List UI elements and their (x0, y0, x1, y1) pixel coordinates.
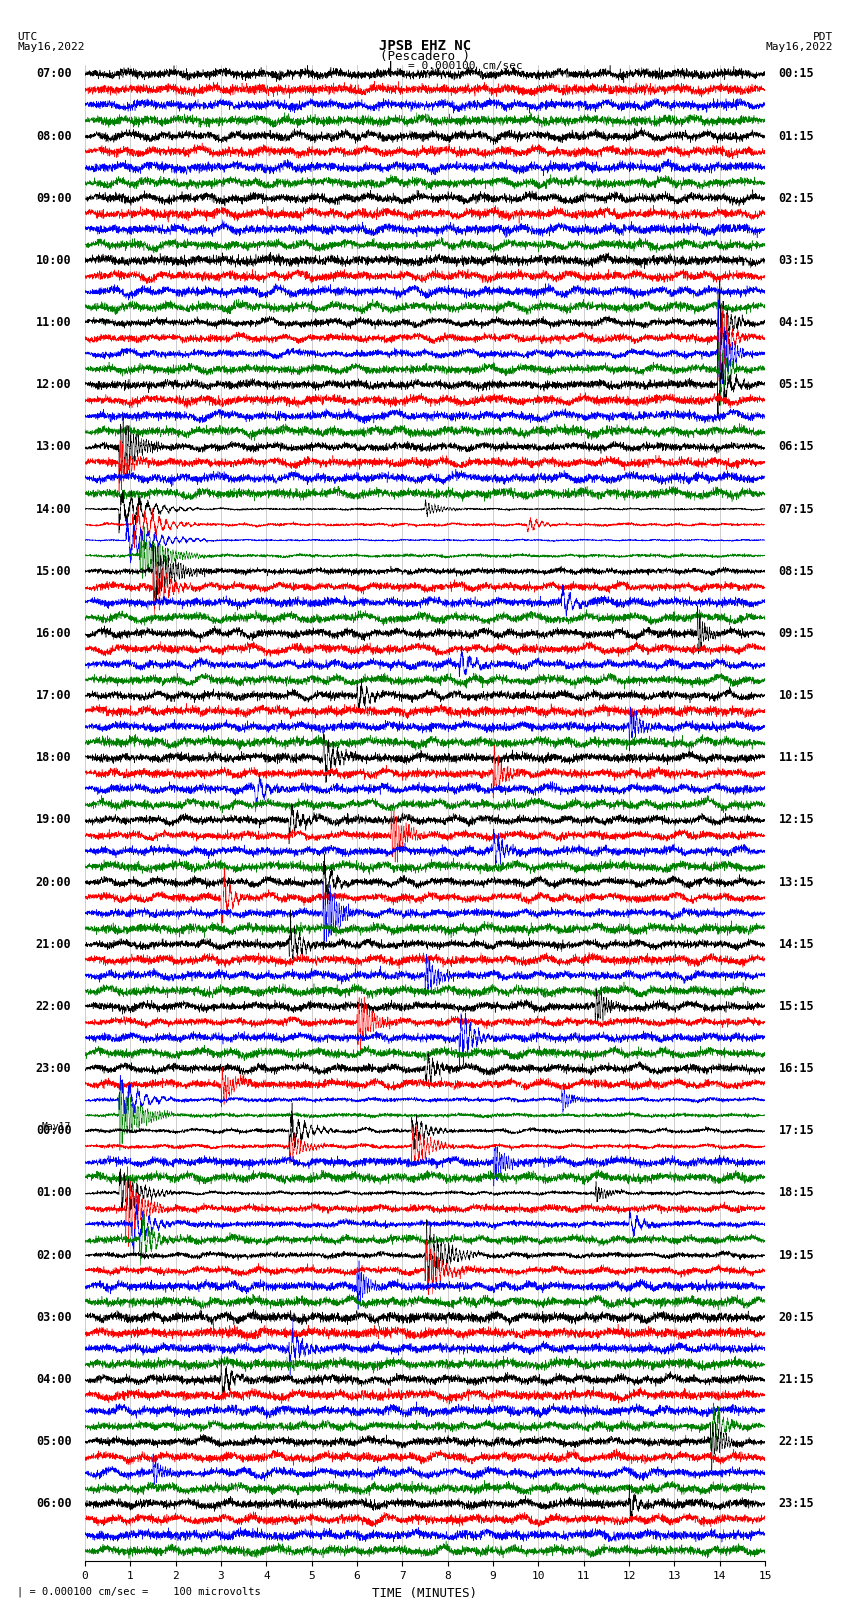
Text: 16:00: 16:00 (36, 627, 71, 640)
Text: 03:00: 03:00 (36, 1311, 71, 1324)
Text: 19:15: 19:15 (779, 1248, 814, 1261)
Text: 05:15: 05:15 (779, 377, 814, 392)
Text: 07:15: 07:15 (779, 503, 814, 516)
Text: 20:15: 20:15 (779, 1311, 814, 1324)
Text: 18:15: 18:15 (779, 1187, 814, 1200)
Text: May16,2022: May16,2022 (766, 42, 833, 52)
Text: 04:00: 04:00 (36, 1373, 71, 1386)
Text: 14:15: 14:15 (779, 937, 814, 950)
Text: 06:15: 06:15 (779, 440, 814, 453)
X-axis label: TIME (MINUTES): TIME (MINUTES) (372, 1587, 478, 1600)
Text: 00:15: 00:15 (779, 68, 814, 81)
Text: 08:00: 08:00 (36, 129, 71, 142)
Text: (Pescadero ): (Pescadero ) (380, 50, 470, 63)
Text: May16,2022: May16,2022 (17, 42, 84, 52)
Text: 09:15: 09:15 (779, 627, 814, 640)
Text: UTC: UTC (17, 32, 37, 42)
Text: 13:00: 13:00 (36, 440, 71, 453)
Text: 08:15: 08:15 (779, 565, 814, 577)
Text: 01:15: 01:15 (779, 129, 814, 142)
Text: 05:00: 05:00 (36, 1436, 71, 1448)
Text: JPSB EHZ NC: JPSB EHZ NC (379, 39, 471, 53)
Text: 12:15: 12:15 (779, 813, 814, 826)
Text: 16:15: 16:15 (779, 1061, 814, 1076)
Text: May17: May17 (42, 1123, 71, 1132)
Text: |: | (387, 61, 395, 77)
Text: 02:00: 02:00 (36, 1248, 71, 1261)
Text: 10:15: 10:15 (779, 689, 814, 702)
Text: 21:00: 21:00 (36, 937, 71, 950)
Text: 22:15: 22:15 (779, 1436, 814, 1448)
Text: 04:15: 04:15 (779, 316, 814, 329)
Text: PDT: PDT (813, 32, 833, 42)
Text: 17:00: 17:00 (36, 689, 71, 702)
Text: 07:00: 07:00 (36, 68, 71, 81)
Text: 02:15: 02:15 (779, 192, 814, 205)
Text: 15:00: 15:00 (36, 565, 71, 577)
Text: 12:00: 12:00 (36, 377, 71, 392)
Text: 03:15: 03:15 (779, 253, 814, 266)
Text: 06:00: 06:00 (36, 1497, 71, 1510)
Text: 19:00: 19:00 (36, 813, 71, 826)
Text: 15:15: 15:15 (779, 1000, 814, 1013)
Text: 01:00: 01:00 (36, 1187, 71, 1200)
Text: 22:00: 22:00 (36, 1000, 71, 1013)
Text: 23:00: 23:00 (36, 1061, 71, 1076)
Text: 17:15: 17:15 (779, 1124, 814, 1137)
Text: 14:00: 14:00 (36, 503, 71, 516)
Text: 09:00: 09:00 (36, 192, 71, 205)
Text: 11:15: 11:15 (779, 752, 814, 765)
Text: 00:00: 00:00 (36, 1124, 71, 1137)
Text: 11:00: 11:00 (36, 316, 71, 329)
Text: 20:00: 20:00 (36, 876, 71, 889)
Text: 13:15: 13:15 (779, 876, 814, 889)
Text: 18:00: 18:00 (36, 752, 71, 765)
Text: = 0.000100 cm/sec: = 0.000100 cm/sec (408, 61, 523, 71)
Text: 10:00: 10:00 (36, 253, 71, 266)
Text: 21:15: 21:15 (779, 1373, 814, 1386)
Text: 23:15: 23:15 (779, 1497, 814, 1510)
Text: | = 0.000100 cm/sec =    100 microvolts: | = 0.000100 cm/sec = 100 microvolts (17, 1586, 261, 1597)
